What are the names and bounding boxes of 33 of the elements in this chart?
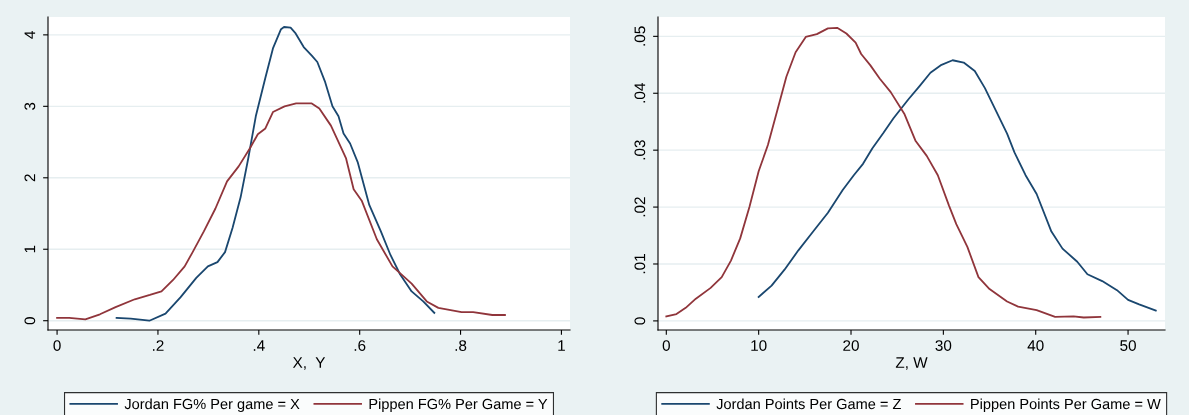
x-tick-label: .8 (455, 340, 467, 351)
line-series (757, 59, 1157, 312)
legend-label: Pippen FG% Per Game = Y (369, 398, 548, 413)
y-tick-label: 2 (24, 174, 36, 182)
x-tick-label: 1 (558, 340, 565, 351)
legend-label: Pippen Points Per Game = W (971, 398, 1161, 413)
legend-label: Jordan FG% Per game = X (124, 398, 300, 413)
x-axis-title: X, Y (292, 357, 326, 370)
line-series (115, 26, 436, 322)
y-tick-label: 0 (24, 317, 36, 325)
x-tick-label: 0 (53, 340, 61, 351)
x-tick-label: 40 (1027, 340, 1044, 351)
x-tick-label: .4 (253, 340, 265, 351)
x-axis-title: Z, W (895, 357, 928, 370)
y-tick-label: .04 (634, 83, 646, 103)
y-tick-label: 4 (24, 31, 36, 39)
legend-label: Jordan Points Per Game = Z (716, 398, 901, 410)
x-tick-label: 50 (1120, 340, 1136, 351)
line-series (665, 26, 1102, 319)
y-tick-label: .03 (634, 140, 646, 160)
y-tick-label: 0 (634, 317, 646, 325)
y-tick-label: .02 (634, 197, 646, 217)
x-tick-label: 10 (751, 340, 767, 351)
y-tick-label: 1 (24, 245, 36, 253)
x-tick-label: .6 (354, 340, 366, 351)
y-tick-label: 3 (24, 102, 36, 110)
x-tick-label: 20 (843, 340, 859, 351)
y-tick-label: .05 (634, 26, 646, 46)
line-series (56, 102, 506, 321)
x-tick-label: 30 (935, 340, 952, 351)
y-tick-label: .01 (634, 254, 646, 274)
x-tick-label: 0 (662, 340, 670, 351)
x-tick-label: .2 (152, 340, 164, 351)
